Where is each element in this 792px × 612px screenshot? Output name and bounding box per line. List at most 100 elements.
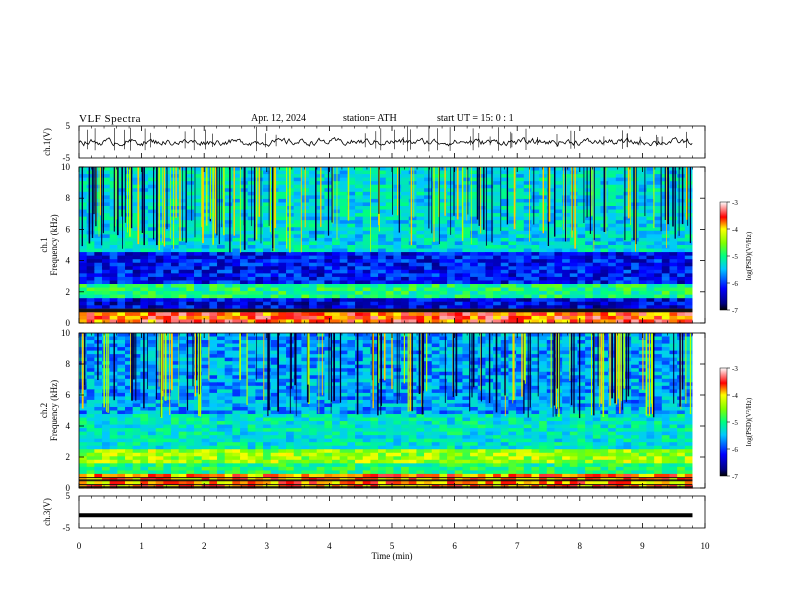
spectrogram-cell <box>600 371 609 376</box>
spectrogram-cell <box>684 375 694 380</box>
spectrogram-cell <box>408 262 418 267</box>
spectrogram-cell <box>178 343 187 348</box>
spectrogram-cell <box>546 188 556 193</box>
spectrogram-cell <box>477 237 487 243</box>
spectrogram-cell <box>577 170 586 175</box>
spectrogram-cell <box>347 223 356 228</box>
spectrogram-cell <box>186 237 195 243</box>
spectrogram-cell <box>684 248 694 253</box>
spectrogram-cell <box>194 230 203 235</box>
spectrogram-cell <box>562 343 571 348</box>
spectrogram-cell <box>661 234 671 239</box>
spectrogram-cell <box>355 343 364 348</box>
spectrogram-cell <box>79 305 88 310</box>
spectrogram-cell <box>232 340 241 345</box>
spectrogram-cell <box>462 350 471 355</box>
spectrogram-cell <box>385 340 395 345</box>
spectrogram-cell <box>631 255 640 260</box>
spectrogram-cell <box>516 195 525 200</box>
spectrogram-cell <box>623 336 632 341</box>
spectrogram-cell <box>79 276 88 282</box>
spectrogram-cell <box>332 237 341 243</box>
spectrogram-cell <box>569 177 579 182</box>
spectrogram-cell <box>600 294 609 299</box>
spectrogram-cell <box>109 280 118 285</box>
spectrogram-cell <box>431 213 441 218</box>
spectrogram-cell <box>240 248 249 253</box>
spectrogram-cell <box>125 340 134 345</box>
spectrogram-cell <box>546 206 556 211</box>
spectrogram-cell <box>224 375 233 380</box>
spectrogram-cell <box>546 276 556 282</box>
spectrogram-cell <box>516 202 525 207</box>
spectrogram-cell <box>431 375 441 380</box>
spectrogram-cell <box>661 209 671 214</box>
spectrogram-cell <box>370 305 379 310</box>
spectrogram-cell <box>240 357 249 362</box>
spectrogram-cell <box>431 230 441 235</box>
spectrogram-cell <box>623 227 632 232</box>
spectrogram-cell <box>109 245 118 250</box>
spectrogram-cell <box>332 294 341 299</box>
spectrogram-cell <box>500 248 510 253</box>
spectrogram-cell <box>516 213 525 218</box>
spectrogram-cell <box>232 170 241 175</box>
spectrogram-cell <box>646 312 655 317</box>
spectrogram-cell <box>615 262 625 267</box>
spectrogram-cell <box>592 284 602 289</box>
spectrogram-cell <box>608 287 617 292</box>
spectrogram-cell <box>439 209 448 214</box>
spectrogram-cell <box>424 305 433 310</box>
spectrogram-cell <box>117 284 126 289</box>
spectrogram-cell <box>600 354 609 359</box>
spectrogram-cell <box>171 291 180 296</box>
spectrogram-cell <box>140 294 149 299</box>
spectrogram-cell <box>454 350 464 355</box>
spectrogram-cell <box>477 191 487 196</box>
spectrogram-cell <box>562 276 571 282</box>
spectrogram-cell <box>569 188 579 193</box>
spectrogram-cell <box>278 294 287 299</box>
spectrogram-cell <box>661 368 671 373</box>
spectrogram-cell <box>255 298 264 303</box>
spectrogram-cell <box>531 378 540 383</box>
spectrogram-cell <box>684 301 694 306</box>
spectrogram-cell <box>669 269 678 274</box>
spectrogram-cell <box>217 177 226 182</box>
spectrogram-cell <box>132 177 141 182</box>
spectrogram-cell <box>485 266 494 271</box>
spectrogram-cell <box>132 276 141 282</box>
spectrogram-cell <box>117 234 126 239</box>
spectrogram-cell <box>424 343 433 348</box>
spectrogram-cell <box>247 262 256 267</box>
spectrogram-cell <box>293 354 302 359</box>
spectrogram-cell <box>132 298 141 303</box>
spectrogram-cell <box>332 375 341 380</box>
spectrogram-cell <box>86 213 95 218</box>
spectrogram-cell <box>401 273 410 278</box>
spectrogram-cell <box>554 262 563 267</box>
spectrogram-cell <box>378 234 387 239</box>
spectrogram-cell <box>408 269 418 274</box>
spectrogram-cell <box>140 280 149 285</box>
spectrogram-cell <box>462 287 471 292</box>
spectrogram-cell <box>347 188 356 193</box>
spectrogram-cell <box>263 273 272 278</box>
spectrogram-cell <box>654 177 663 182</box>
spectrogram-cell <box>684 312 694 317</box>
spectrogram-cell <box>79 177 88 182</box>
spectrogram-cell <box>201 259 210 264</box>
spectrogram-cell <box>309 206 318 211</box>
spectrogram-cell <box>485 227 494 232</box>
spectrogram-cell <box>163 234 172 239</box>
spectrogram-cell <box>232 368 241 373</box>
spectrogram-cell <box>477 276 487 282</box>
spectrogram-cell <box>539 361 548 366</box>
spectrogram-cell <box>171 195 180 200</box>
spectrogram-cell <box>94 378 103 383</box>
spectrogram-cell <box>485 206 494 211</box>
spectrogram-cell <box>247 259 256 264</box>
spectrogram-cell <box>638 174 648 179</box>
spectrogram-cell <box>401 340 410 345</box>
spectrogram-cell <box>508 248 517 253</box>
